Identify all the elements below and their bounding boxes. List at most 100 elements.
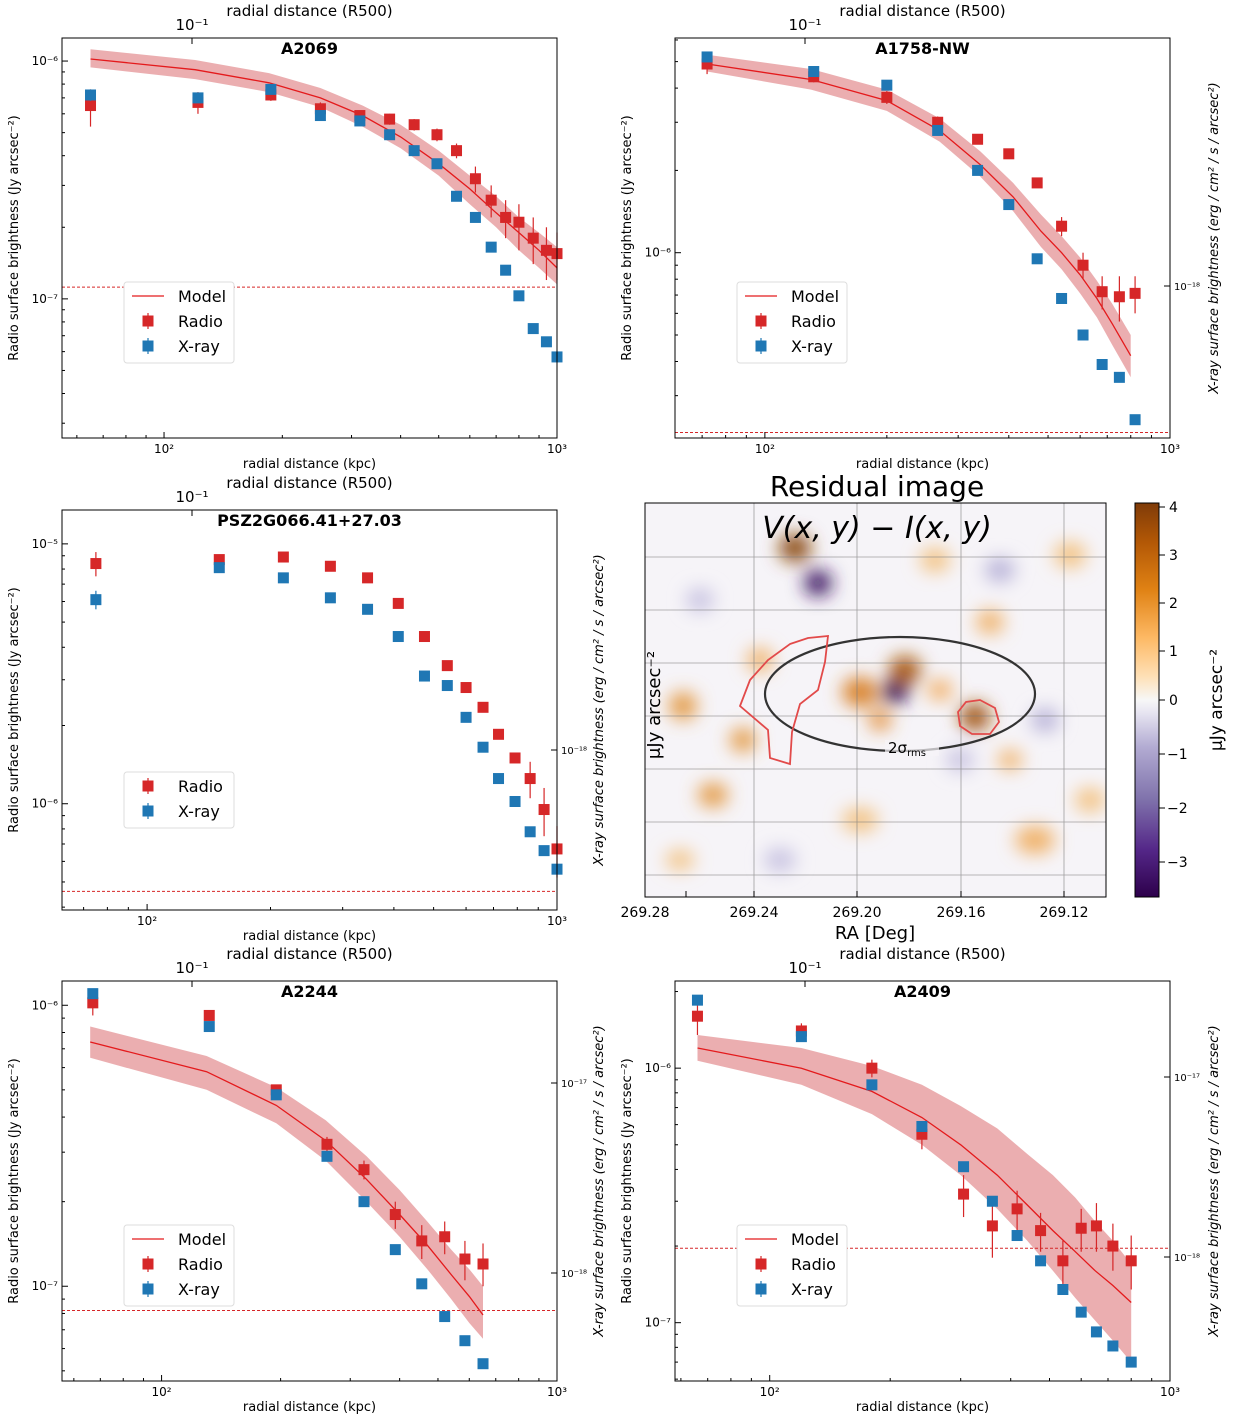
xray-point <box>1035 1255 1047 1267</box>
legend-label: Model <box>791 1230 839 1249</box>
plot-frame <box>61 980 558 1382</box>
right-tick-label: 10⁻¹⁷ <box>1174 1073 1200 1084</box>
radio-point <box>1057 1255 1069 1267</box>
right-axis-label: X-ray surface brightness (erg / cm² / s … <box>592 1025 607 1338</box>
radio-point <box>1129 287 1141 299</box>
x-tick-label: 10³ <box>547 442 567 456</box>
plot-frame <box>674 980 1171 1382</box>
residual-xtick-label: 269.28 <box>621 905 670 921</box>
radio-contour-right <box>957 699 1000 735</box>
residual-xlabel: RA [Deg] <box>835 923 915 944</box>
xray-point <box>418 670 430 682</box>
xray-point <box>538 845 550 857</box>
top-axis-label: radial distance (R500) <box>226 945 392 963</box>
panel-title: A2244 <box>281 982 338 1001</box>
model-line <box>697 1047 1132 1303</box>
radio-point <box>85 100 97 112</box>
legend-label: Model <box>178 287 226 306</box>
xray-point <box>527 323 539 335</box>
panel-title: A2409 <box>894 982 951 1001</box>
xray-point <box>441 680 453 692</box>
x-tick-label: 10² <box>152 1385 172 1399</box>
right-tick-label: 10⁻¹⁸ <box>1174 282 1200 293</box>
radio-point <box>527 232 539 244</box>
xray-point <box>808 66 820 78</box>
radio-point <box>493 728 505 740</box>
xray-point <box>1096 359 1108 371</box>
radio-point <box>513 216 525 228</box>
radio-point <box>509 752 521 764</box>
right-axis-label: X-ray surface brightness (erg / cm² / s … <box>592 554 607 867</box>
legend-label: X-ray <box>178 802 220 821</box>
xray-point <box>477 741 489 753</box>
xray-point <box>321 1150 333 1162</box>
model-band <box>697 1035 1132 1363</box>
y-tick-label: 10⁻⁷ <box>645 1316 672 1330</box>
colorbar-label: μJy arcsec⁻² <box>1207 649 1227 751</box>
radio-point <box>469 173 481 185</box>
radio-point <box>500 211 512 223</box>
model-line <box>707 63 1132 357</box>
legend-label: Radio <box>791 1255 836 1274</box>
radio-point <box>477 701 489 713</box>
x-axis-label: radial distance (kpc) <box>856 1400 989 1415</box>
xray-point <box>1090 1326 1102 1338</box>
legend-marker-swatch <box>755 1283 767 1295</box>
radio-point <box>384 113 396 125</box>
profile-panel-3: 10² 10³ 10⁻⁵ 10⁻⁶ 10⁻¹⁸ 10⁻¹ radial distance (… <box>7 474 607 944</box>
xray-point <box>986 1195 998 1207</box>
xray-point <box>213 562 225 574</box>
xray-point <box>87 988 99 1000</box>
profile-panel-4: 10² 10³ 10⁻⁶ 10⁻⁷ 10⁻¹⁷ 10⁻¹⁸ 10⁻¹ radial dista… <box>7 945 607 1415</box>
radio-point <box>1107 1240 1119 1252</box>
xray-point <box>485 241 497 253</box>
xray-point <box>513 290 525 302</box>
xray-point <box>192 92 204 104</box>
top-axis-label: radial distance (R500) <box>839 945 1005 963</box>
right-tick-label: 10⁻¹⁷ <box>561 1079 587 1090</box>
xray-point <box>1075 1306 1087 1318</box>
xray-point <box>524 826 536 838</box>
radio-point <box>1077 259 1089 271</box>
radio-point <box>477 1258 489 1270</box>
radio-point <box>203 1009 215 1021</box>
x-tick-label: 10² <box>137 914 157 928</box>
plot-frame <box>61 509 558 911</box>
radio-point <box>277 551 289 563</box>
residual-blobs <box>666 534 1105 872</box>
legend-label: X-ray <box>178 337 220 356</box>
legend-label: X-ray <box>178 1280 220 1299</box>
residual-title: Residual image <box>770 470 984 503</box>
xray-point <box>277 572 289 584</box>
radio-point <box>1035 1225 1047 1237</box>
xray-point <box>469 211 481 223</box>
xray-point <box>389 1244 401 1256</box>
panel-title: A1758-NW <box>875 39 970 58</box>
xray-point <box>701 51 713 63</box>
xray-point <box>1011 1230 1023 1242</box>
radio-point <box>1003 148 1015 160</box>
xray-point <box>916 1120 928 1132</box>
xray-point <box>1129 414 1141 426</box>
radio-point <box>916 1128 928 1140</box>
radio-point <box>538 804 550 816</box>
residual-grid <box>645 503 1106 897</box>
y-tick-label: 10⁻⁶ <box>32 797 59 811</box>
sigma-label: 2σrms <box>888 739 926 759</box>
legend-label: Model <box>791 287 839 306</box>
radio-point <box>691 1010 703 1022</box>
radio-point <box>321 1138 333 1150</box>
plot-frame <box>61 37 558 439</box>
colorbar-ticks: 4 3 2 1 0 −1 −2 −3 <box>1159 500 1188 871</box>
radio-point <box>213 554 225 566</box>
x-axis-label: radial distance (kpc) <box>243 929 376 944</box>
xray-point <box>270 1089 282 1101</box>
y-tick-label: 10⁻⁵ <box>32 537 59 551</box>
xray-point <box>1056 292 1068 304</box>
xray-point <box>314 110 326 122</box>
residual-panel: Residual image <box>621 470 1228 944</box>
residual-ylabel: μJy arcsec⁻² <box>644 651 665 759</box>
radio-point <box>265 89 277 101</box>
xray-point <box>1077 329 1089 341</box>
